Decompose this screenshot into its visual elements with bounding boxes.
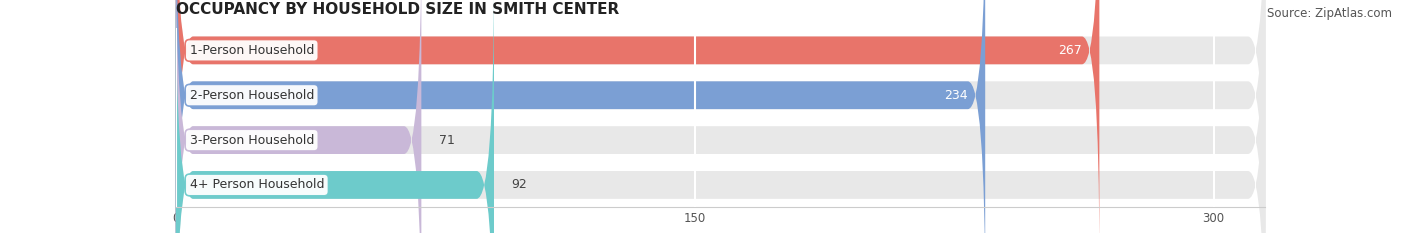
FancyBboxPatch shape [176, 0, 1265, 233]
Text: 4+ Person Household: 4+ Person Household [190, 178, 325, 192]
Text: 3-Person Household: 3-Person Household [190, 134, 314, 147]
Text: 1-Person Household: 1-Person Household [190, 44, 314, 57]
Text: 92: 92 [512, 178, 527, 192]
Text: 234: 234 [945, 89, 967, 102]
FancyBboxPatch shape [176, 0, 422, 233]
FancyBboxPatch shape [176, 0, 1265, 233]
FancyBboxPatch shape [176, 0, 986, 233]
Text: 267: 267 [1059, 44, 1083, 57]
Text: 2-Person Household: 2-Person Household [190, 89, 314, 102]
FancyBboxPatch shape [176, 0, 1265, 233]
FancyBboxPatch shape [176, 0, 494, 233]
Text: 71: 71 [439, 134, 454, 147]
Text: Source: ZipAtlas.com: Source: ZipAtlas.com [1267, 7, 1392, 20]
FancyBboxPatch shape [176, 0, 1099, 233]
FancyBboxPatch shape [176, 0, 1265, 233]
Text: OCCUPANCY BY HOUSEHOLD SIZE IN SMITH CENTER: OCCUPANCY BY HOUSEHOLD SIZE IN SMITH CEN… [176, 2, 619, 17]
